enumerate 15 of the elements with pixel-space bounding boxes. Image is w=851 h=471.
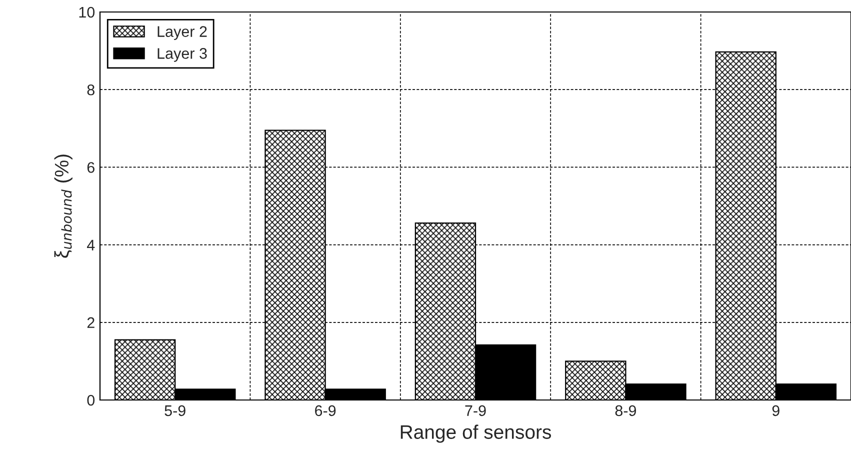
y-axis-title: ξ$_{unbound}$ (%) (54, 154, 72, 258)
x-tick-label: 9 (772, 405, 780, 416)
x-axis-title: Range of sensors (400, 424, 552, 443)
x-tick-label: 6-9 (315, 405, 336, 416)
y-tick-label: 6 (87, 162, 94, 173)
y-tick-label: 2 (87, 317, 94, 328)
y-tick-label: 4 (86, 240, 95, 250)
y-tick-label: 0 (87, 394, 95, 406)
y-tick-label: 8 (87, 84, 94, 96)
legend-label: Layer 2 (158, 26, 207, 40)
x-tick-label: 7-9 (465, 405, 486, 416)
y-tick-label: 10 (79, 6, 95, 18)
x-tick-label: 5-9 (164, 405, 186, 416)
legend-label: Layer 3 (158, 48, 207, 62)
x-tick-label: 8-9 (615, 405, 636, 416)
